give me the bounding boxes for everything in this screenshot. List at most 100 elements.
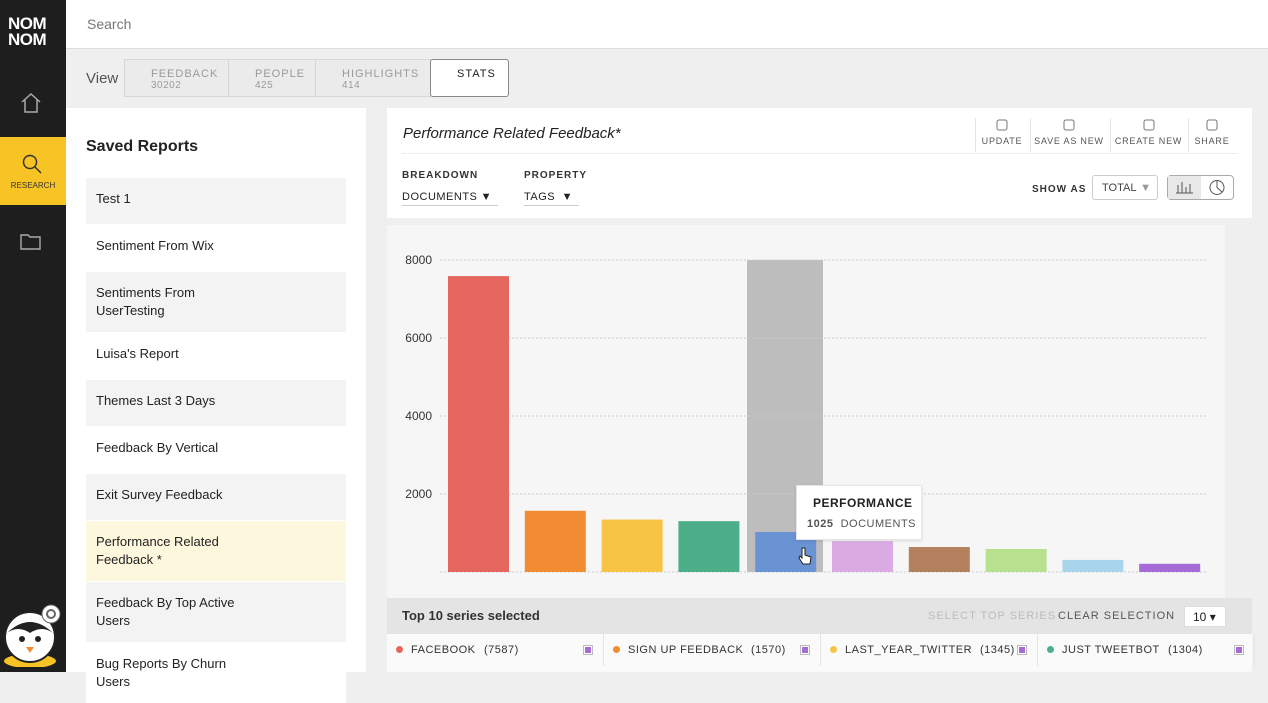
legend-swatch — [613, 646, 620, 653]
y-tick-label: 6000 — [405, 331, 432, 345]
series-count-select[interactable]: 10 ▾ — [1184, 606, 1226, 627]
bar-icon[interactable] — [1168, 176, 1201, 199]
report-item[interactable]: Themes Last 3 Days — [86, 379, 346, 426]
pie-icon[interactable] — [1202, 176, 1233, 199]
show-as-select[interactable]: TOTAL ▼ — [1092, 175, 1158, 200]
legend-checkbox — [1234, 645, 1244, 655]
bar — [908, 547, 970, 572]
tab-active[interactable]: STATS — [430, 59, 509, 97]
tooltip-value: 1025 — [807, 518, 834, 530]
report-name: Sentiment From Wix — [96, 238, 214, 253]
tab-count: 425 — [255, 80, 274, 91]
divider — [402, 153, 1237, 154]
legend-item[interactable]: JUST TWEETBOT (1304) — [1038, 634, 1255, 666]
report-item[interactable]: Exit Survey Feedback — [86, 473, 346, 520]
action-button[interactable]: SHARE — [1188, 118, 1235, 152]
report-item[interactable]: Sentiment From Wix — [86, 224, 346, 271]
sidebar: NOM NOM RESEARCH — [0, 0, 66, 672]
report-name: Themes Last 3 Days — [96, 393, 216, 408]
legend-name: LAST_YEAR_TWITTER — [845, 644, 973, 656]
tooltip: PERFORMANCE 1025 DOCUMENTS — [796, 485, 922, 540]
bar — [678, 521, 740, 572]
panel-title: Saved Reports — [86, 138, 199, 155]
report-item[interactable]: Sentiments From UserTesting — [86, 271, 346, 332]
select-top-button[interactable]: SELECT TOP SERIES — [928, 610, 1057, 622]
tab-label: HIGHLIGHTS — [342, 68, 420, 80]
nav-label: RESEARCH — [10, 181, 56, 190]
show-as-label: SHOW AS — [1032, 184, 1087, 195]
legend-item[interactable]: LAST_YEAR_TWITTER (1345) — [821, 634, 1038, 666]
logo[interactable]: NOM NOM — [8, 14, 47, 49]
clear-selection-button[interactable]: CLEAR SELECTION — [1058, 610, 1176, 622]
tab-count: 30202 — [151, 80, 182, 91]
bar — [832, 541, 893, 572]
report-name: Bug Reports By Churn Users — [96, 656, 227, 689]
report-item[interactable]: Feedback By Vertical — [86, 426, 346, 473]
report-name: Sentiments From UserTesting — [96, 285, 195, 318]
legend-checkbox — [583, 645, 593, 655]
action-label: SHARE — [1194, 136, 1230, 146]
search-placeholder: Search — [87, 16, 132, 32]
legend-checkbox — [800, 645, 810, 655]
avatar[interactable] — [2, 603, 64, 667]
report-name: Feedback By Vertical — [96, 440, 219, 455]
report-item[interactable]: Performance Related Feedback * — [86, 520, 346, 581]
property-label: PROPERTY — [524, 170, 588, 181]
report-item[interactable]: Feedback By Top Active Users — [86, 581, 346, 642]
legend-item[interactable]: SIGN UP FEEDBACK (1570) — [604, 634, 821, 666]
tab[interactable]: PEOPLE 425 — [228, 59, 316, 97]
bar — [448, 276, 509, 572]
legend-count: (1345) — [980, 644, 1015, 656]
legend: FACEBOOK (7587) SIGN UP FEEDBACK (1570) LAST… — [387, 634, 1255, 672]
tab-label: STATS — [457, 68, 496, 80]
legend-item[interactable]: FACEBOOK (7587) — [387, 634, 604, 666]
action-icon — [1206, 119, 1218, 131]
select-value: 10 — [1193, 610, 1207, 624]
tab-label: FEEDBACK — [151, 68, 219, 80]
action-label: UPDATE — [981, 136, 1023, 146]
y-tick-label: 8000 — [405, 253, 432, 267]
report-title: Performance Related Feedback* — [403, 125, 621, 142]
action-button[interactable]: UPDATE — [975, 118, 1028, 152]
legend-swatch — [830, 646, 837, 653]
legend-name: FACEBOOK — [411, 644, 476, 656]
y-tick-label: 4000 — [405, 409, 432, 423]
cursor — [798, 547, 812, 565]
tab[interactable]: FEEDBACK 30202 — [124, 59, 229, 97]
series-bar: Top 10 series selected SELECT TOP SERIES… — [387, 598, 1252, 634]
nav-research[interactable]: RESEARCH — [0, 137, 66, 205]
chart: 2000 4000 6000 8000 — [405, 253, 1207, 573]
action-icon — [1143, 119, 1154, 131]
legend-name: SIGN UP FEEDBACK — [628, 644, 744, 656]
y-tick-label: 2000 — [405, 487, 432, 501]
tab[interactable]: HIGHLIGHTS 414 — [315, 59, 431, 97]
report-list: Test 1 Sentiment From Wix Sentiments From … — [86, 177, 346, 703]
tooltip-title: PERFORMANCE — [813, 496, 913, 510]
legend-checkbox — [1017, 645, 1027, 655]
search-bar[interactable]: Search — [66, 0, 1268, 49]
report-item[interactable]: Luisa's Report — [86, 332, 346, 379]
breakdown-select[interactable]: DOCUMENTS ▼ — [402, 191, 498, 206]
report-item[interactable]: Test 1 — [86, 177, 346, 224]
home-icon[interactable] — [20, 92, 42, 114]
chart-area: 2000 4000 6000 8000 PERFORMANCE 1025 DOCUME… — [387, 225, 1225, 598]
tab-label: PEOPLE — [255, 68, 306, 80]
action-button[interactable]: SAVE AS NEW — [1030, 118, 1107, 152]
legend-count: (1570) — [751, 644, 786, 656]
report-name: Luisa's Report — [96, 346, 179, 361]
logo-line: NOM — [8, 30, 47, 49]
bar — [1062, 559, 1124, 572]
action-icon — [996, 119, 1008, 131]
chart-type-toggle[interactable] — [1167, 175, 1234, 200]
select-value: DOCUMENTS — [402, 191, 478, 203]
bar — [985, 548, 1047, 572]
action-label: CREATE NEW — [1114, 136, 1183, 146]
logo-line: NOM — [8, 14, 47, 33]
legend-count: (7587) — [484, 644, 519, 656]
action-button[interactable]: CREATE NEW — [1110, 118, 1186, 152]
property-select[interactable]: TAGS ▼ — [524, 191, 579, 206]
report-item[interactable]: Bug Reports By Churn Users — [86, 642, 346, 703]
folder-icon[interactable] — [20, 232, 42, 252]
action-label: SAVE AS NEW — [1034, 136, 1104, 146]
legend-count: (1304) — [1168, 644, 1203, 656]
